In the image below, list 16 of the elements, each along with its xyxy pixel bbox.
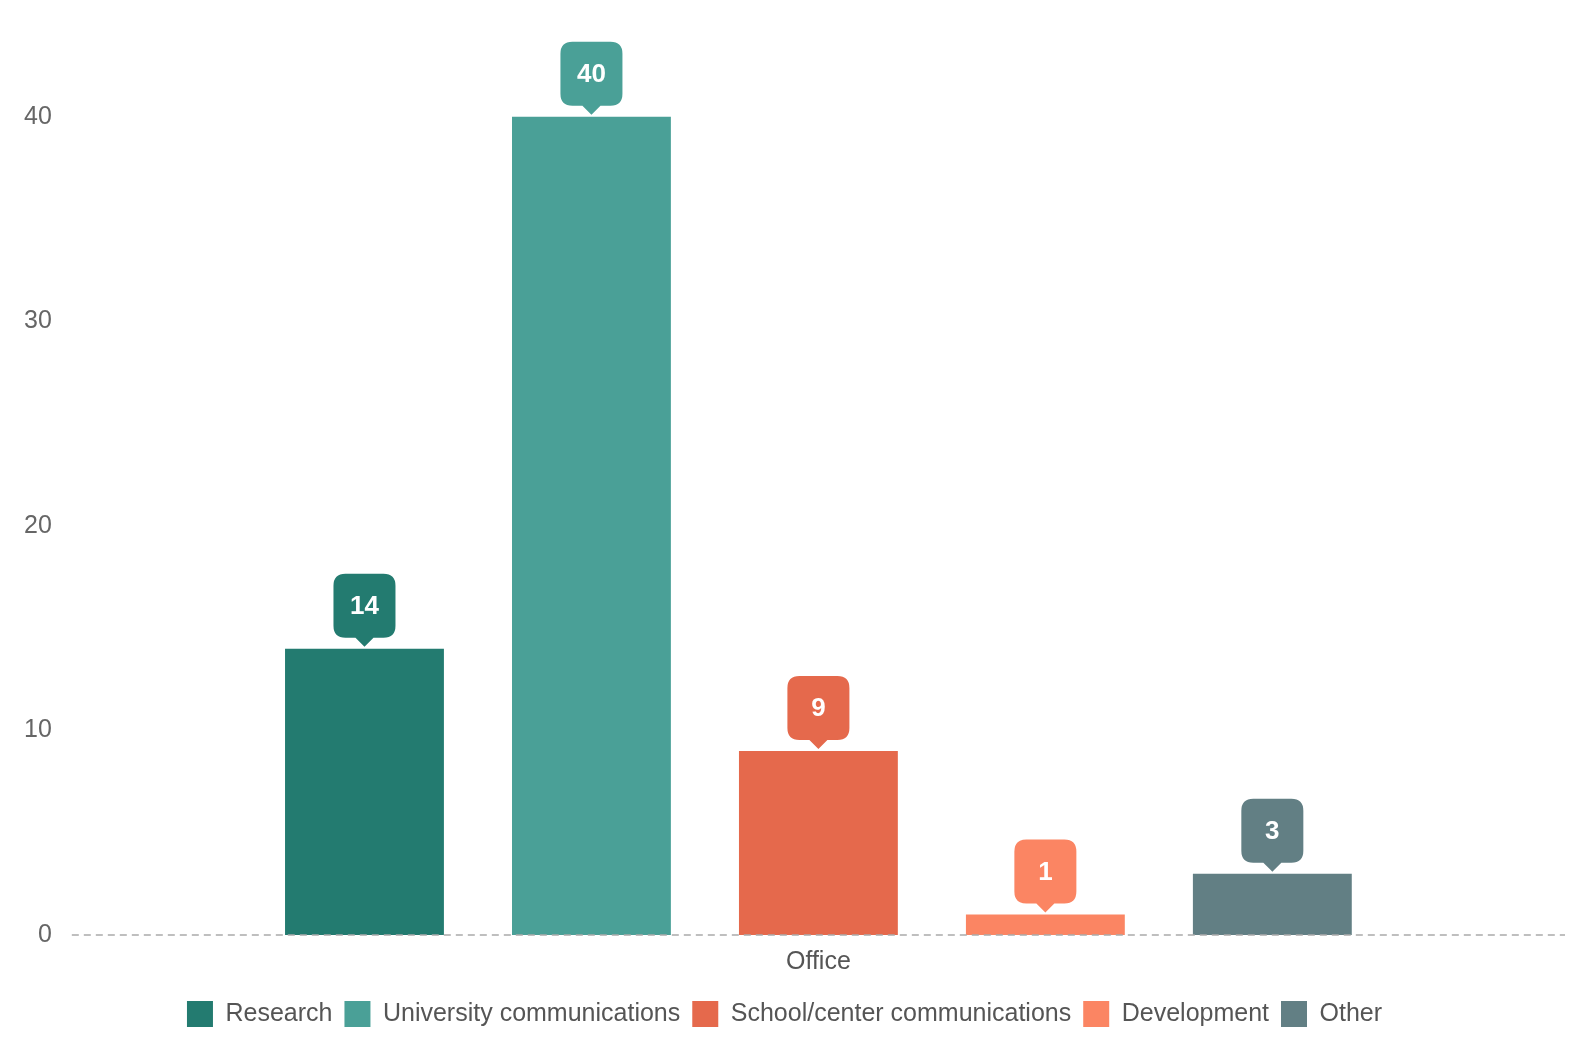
legend-label: School/center communications (730, 997, 1072, 1026)
data-label: 9 (811, 692, 826, 723)
legend-label: University communications (382, 997, 681, 1026)
data-label: 14 (350, 589, 380, 620)
legend-label: Development (1121, 997, 1270, 1026)
data-label: 1 (1038, 855, 1053, 886)
y-tick-label: 40 (24, 100, 52, 129)
legend-label: Research (225, 997, 333, 1026)
data-label: 3 (1265, 814, 1280, 845)
x-tick-label: Office (785, 945, 851, 974)
data-label: 40 (576, 57, 606, 88)
legend-label: Other (1319, 997, 1383, 1026)
y-tick-label: 20 (24, 509, 52, 538)
y-tick-label: 0 (37, 918, 52, 947)
y-tick-label: 30 (24, 305, 52, 334)
y-tick-label: 10 (24, 714, 52, 743)
